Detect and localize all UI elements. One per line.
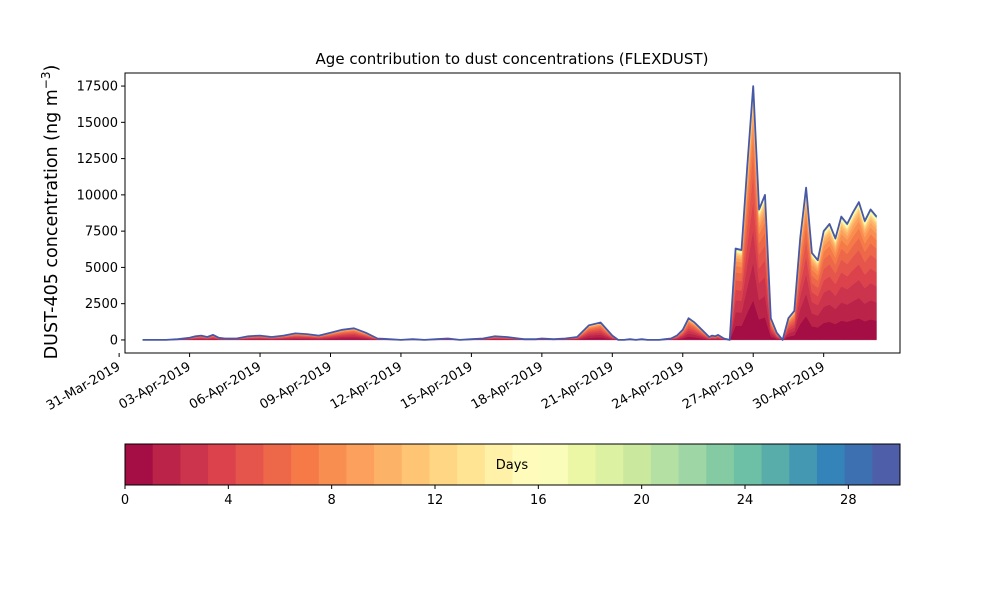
colorbar-swatch <box>374 444 403 485</box>
colorbar-tick-label: 16 <box>530 493 547 508</box>
colorbar-swatch <box>401 444 430 485</box>
colorbar-swatch <box>789 444 818 485</box>
x-tick-label: 18-Apr-2019 <box>469 359 546 412</box>
x-tick-label: 24-Apr-2019 <box>610 359 687 412</box>
colorbar-swatch <box>208 444 237 485</box>
y-tick-label: 10000 <box>77 188 118 203</box>
plot-frame <box>124 72 901 354</box>
chart-title: Age contribution to dust concentrations … <box>316 50 709 68</box>
x-tick-label: 31-Mar-2019 <box>44 359 123 413</box>
colorbar-swatch <box>152 444 181 485</box>
colorbar-swatch <box>872 444 901 485</box>
colorbar-swatch <box>623 444 652 485</box>
total-concentration-line <box>142 85 878 341</box>
colorbar-axis: 0 4 8 12 16 20 24 28 <box>121 485 857 508</box>
y-tick-label: 15000 <box>77 116 118 131</box>
x-tick-label: 27-Apr-2019 <box>680 359 757 412</box>
colorbar-swatch <box>706 444 735 485</box>
colorbar <box>125 444 901 485</box>
colorbar-swatch <box>318 444 347 485</box>
y-tick-label: 17500 <box>77 80 118 95</box>
colorbar-label: Days <box>496 458 529 473</box>
colorbar-swatch <box>678 444 707 485</box>
colorbar-swatch <box>346 444 375 485</box>
colorbar-swatch <box>291 444 320 485</box>
y-tick-label: 12500 <box>77 152 118 167</box>
colorbar-tick-label: 0 <box>121 493 129 508</box>
y-axis: 0 2500 5000 7500 10000 12500 15000 17500 <box>77 80 125 348</box>
x-tick-label: 21-Apr-2019 <box>539 359 616 412</box>
colorbar-swatch <box>235 444 264 485</box>
colorbar-tick-label: 4 <box>224 493 232 508</box>
y-axis-label: DUST-405 concentration (ng m−3) <box>39 65 62 360</box>
colorbar-swatch <box>263 444 292 485</box>
x-axis: 31-Mar-201903-Apr-201906-Apr-201909-Apr-… <box>44 353 828 414</box>
x-tick-label: 06-Apr-2019 <box>187 359 264 412</box>
colorbar-frame <box>124 443 901 486</box>
colorbar-tick-label: 20 <box>633 493 650 508</box>
colorbar-swatch <box>733 444 763 485</box>
colorbar-tick-label: 12 <box>427 493 444 508</box>
y-axis-label-main: DUST-405 concentration (ng m <box>42 89 62 359</box>
colorbar-swatch <box>429 444 458 485</box>
colorbar-swatch <box>567 444 597 485</box>
x-tick-label: 12-Apr-2019 <box>328 359 405 412</box>
colorbar-swatch <box>125 444 154 485</box>
colorbar-swatch <box>816 444 846 485</box>
colorbar-swatch <box>512 444 541 485</box>
y-tick-label: 2500 <box>85 297 118 312</box>
y-axis-label-exponent: −3 <box>39 71 53 89</box>
colorbar-swatch <box>180 444 209 485</box>
x-tick-label: 03-Apr-2019 <box>116 359 193 412</box>
x-tick-label: 09-Apr-2019 <box>257 359 334 412</box>
colorbar-tick-label: 24 <box>737 493 754 508</box>
colorbar-tick-label: 28 <box>840 493 857 508</box>
x-tick-label: 15-Apr-2019 <box>398 359 475 412</box>
colorbar-swatch <box>844 444 873 485</box>
y-tick-label: 5000 <box>85 261 118 276</box>
colorbar-swatch <box>484 444 513 485</box>
x-tick-label: 30-Apr-2019 <box>751 359 828 412</box>
colorbar-swatch <box>761 444 790 485</box>
y-tick-label: 7500 <box>85 225 118 240</box>
colorbar-swatch <box>650 444 680 485</box>
colorbar-swatch <box>595 444 624 485</box>
colorbar-swatch <box>540 444 569 485</box>
colorbar-swatch <box>457 444 486 485</box>
y-tick-label: 0 <box>110 333 118 348</box>
colorbar-tick-label: 8 <box>328 493 336 508</box>
y-axis-label-close: ) <box>42 65 62 72</box>
